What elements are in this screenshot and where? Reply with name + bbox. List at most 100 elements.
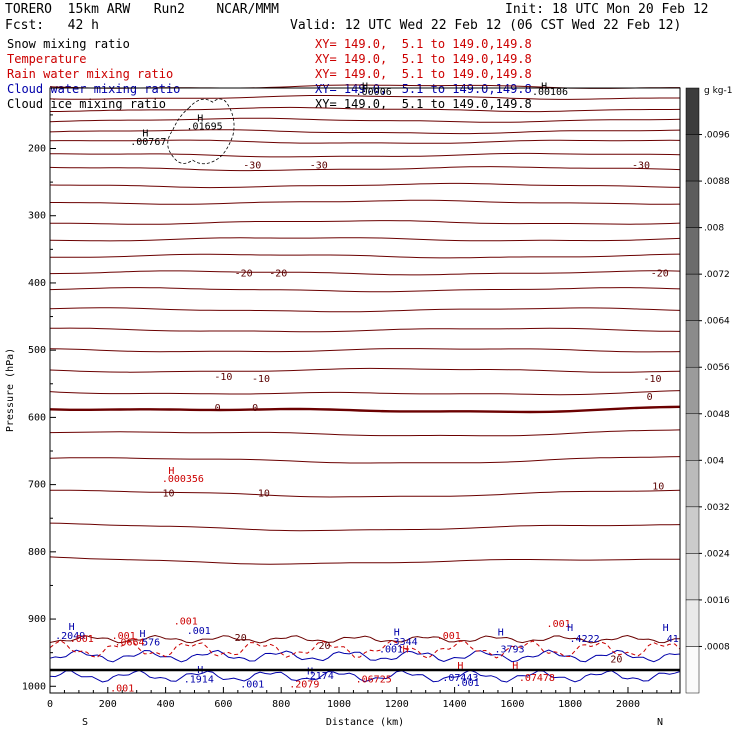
colorbar-tick-label: .004: [704, 456, 724, 466]
colorbar-tick-label: .0056: [704, 363, 730, 373]
contour-label: .001: [547, 619, 571, 630]
isotherm-line: [49, 139, 681, 144]
isotherm-line: [49, 307, 681, 313]
contour-label: H: [142, 129, 148, 140]
contour-label: -30: [632, 160, 650, 171]
contour-label: -30: [243, 160, 261, 171]
y-tick-label: 400: [28, 278, 46, 289]
colorbar-tick-label: .0088: [704, 177, 730, 187]
contour-label: 20: [318, 641, 330, 652]
colorbar-swatch: [685, 646, 700, 694]
contour-labels: -30 -30 -30 -20 -20 -20 -10 -10 -10 0 0 0 10 10 10 20 20…: [55, 82, 679, 695]
contour-label: H: [394, 628, 400, 639]
colorbar-tick-label: .0096: [704, 131, 730, 141]
cloud-water-contour: [49, 669, 681, 683]
contour-label: H: [362, 82, 368, 93]
contour-label: -20: [269, 269, 287, 280]
contour-label: .001: [112, 631, 136, 642]
colorbar-tick-label: .0064: [704, 317, 730, 327]
colorbar-tick-label: .0008: [704, 642, 730, 652]
colorbar-swatch: [685, 599, 700, 647]
legend-snow-label: Snow mixing ratio: [7, 37, 130, 51]
colorbar-tick-label: .0048: [704, 410, 730, 420]
isotherm-line: [50, 199, 681, 205]
colorbar-swatch: [685, 366, 700, 415]
isotherm-line: [49, 287, 681, 293]
contour-label: .0664: [114, 638, 144, 649]
temperature-contours: [49, 84, 681, 565]
isotherm-line: [50, 253, 681, 259]
plot-frame: [49, 87, 681, 694]
contour-label: H: [139, 629, 145, 640]
legend-cloud-ice-xy: XY= 149.0, 5.1 to 149.0,149.8: [315, 97, 532, 111]
header-valid: Valid: 12 UTC Wed 22 Feb 12 (06 CST Wed …: [290, 18, 682, 33]
isotherm-line: [49, 522, 681, 532]
x-tick-label: 1800: [558, 699, 582, 710]
isotherm-20-line: [49, 634, 680, 644]
contour-label: .01695: [187, 121, 223, 132]
isotherm-line: [49, 237, 681, 242]
contour-label: .001: [110, 683, 134, 694]
legend-temperature-xy: XY= 149.0, 5.1 to 149.0,149.8: [315, 52, 532, 66]
contour-label: .001: [187, 626, 211, 637]
x-tick-label: 0: [47, 699, 53, 710]
contour-label: 0: [647, 392, 653, 403]
isotherm-line: [50, 106, 681, 113]
contour-label: 0: [252, 403, 258, 414]
y-tick-label: 200: [28, 144, 46, 155]
isotherm-line: [49, 270, 681, 276]
contour-label: 0: [215, 403, 221, 414]
header-fcst: Fcst: 42 h: [5, 18, 99, 33]
colorbar-swatch: [685, 273, 700, 321]
contour-label: .00106: [532, 87, 568, 98]
contour-label: 10: [652, 482, 664, 493]
x-tick-label: 800: [272, 699, 290, 710]
contour-label: H: [307, 667, 313, 678]
y-axis-title: Pressure (hPa): [5, 348, 16, 432]
contour-label: .001: [437, 631, 461, 642]
contour-label: H: [498, 628, 504, 639]
x-tick-label: 200: [99, 699, 117, 710]
legend-temperature-label: Temperature: [7, 52, 87, 66]
contour-label: H: [663, 623, 669, 634]
y-tick-label: 500: [28, 345, 46, 356]
contour-label: .001: [174, 617, 198, 628]
contour-label: H: [567, 623, 573, 634]
y-tick-label: 900: [28, 614, 46, 625]
contour-label: H: [197, 113, 203, 124]
contour-label: .3344: [388, 637, 418, 648]
y-tick-label: 1000: [22, 681, 46, 692]
y-tick-label: 300: [28, 211, 46, 222]
isotherm-line: [49, 166, 681, 172]
contour-label: H: [402, 644, 408, 655]
contour-label: .06725: [356, 675, 392, 686]
contour-label: H: [168, 466, 174, 477]
contour-label: H: [541, 82, 547, 93]
contour-label: .001: [456, 678, 480, 689]
header-init: Init: 18 UTC Mon 20 Feb 12: [505, 2, 709, 17]
legend-cloud-water-label: Cloud water mixing ratio: [7, 82, 181, 96]
isotherm-line: [49, 327, 681, 333]
isotherm-line: [49, 152, 681, 158]
contour-label: -10: [214, 372, 232, 383]
colorbar-tick-label: .0024: [704, 549, 730, 559]
contour-label: .2174: [304, 671, 334, 682]
x-tick-label: 1000: [327, 699, 351, 710]
contour-label: 576: [142, 638, 160, 649]
contour-label: .000356: [162, 474, 204, 485]
header-model: TORERO 15km ARW Run2 NCAR/MMM: [5, 2, 279, 17]
contour-label: .07443: [442, 673, 478, 684]
contour-label: 20: [235, 633, 247, 644]
colorbar-swatch: [685, 320, 700, 368]
contour-label: -30: [310, 160, 328, 171]
legend-rain-xy: XY= 149.0, 5.1 to 149.0,149.8: [315, 67, 532, 81]
colorbar-swatch: [685, 180, 700, 228]
y-tick-label: 700: [28, 480, 46, 491]
endpoint-left: S: [82, 717, 88, 728]
y-tick-label: 600: [28, 412, 46, 423]
isotherm-line: [49, 129, 681, 135]
colorbar-tick-label: .0032: [704, 503, 730, 513]
contour-label: .2049: [55, 631, 85, 642]
colorbar-swatch: [685, 227, 700, 275]
colorbar-unit: g kg-1: [704, 86, 732, 96]
